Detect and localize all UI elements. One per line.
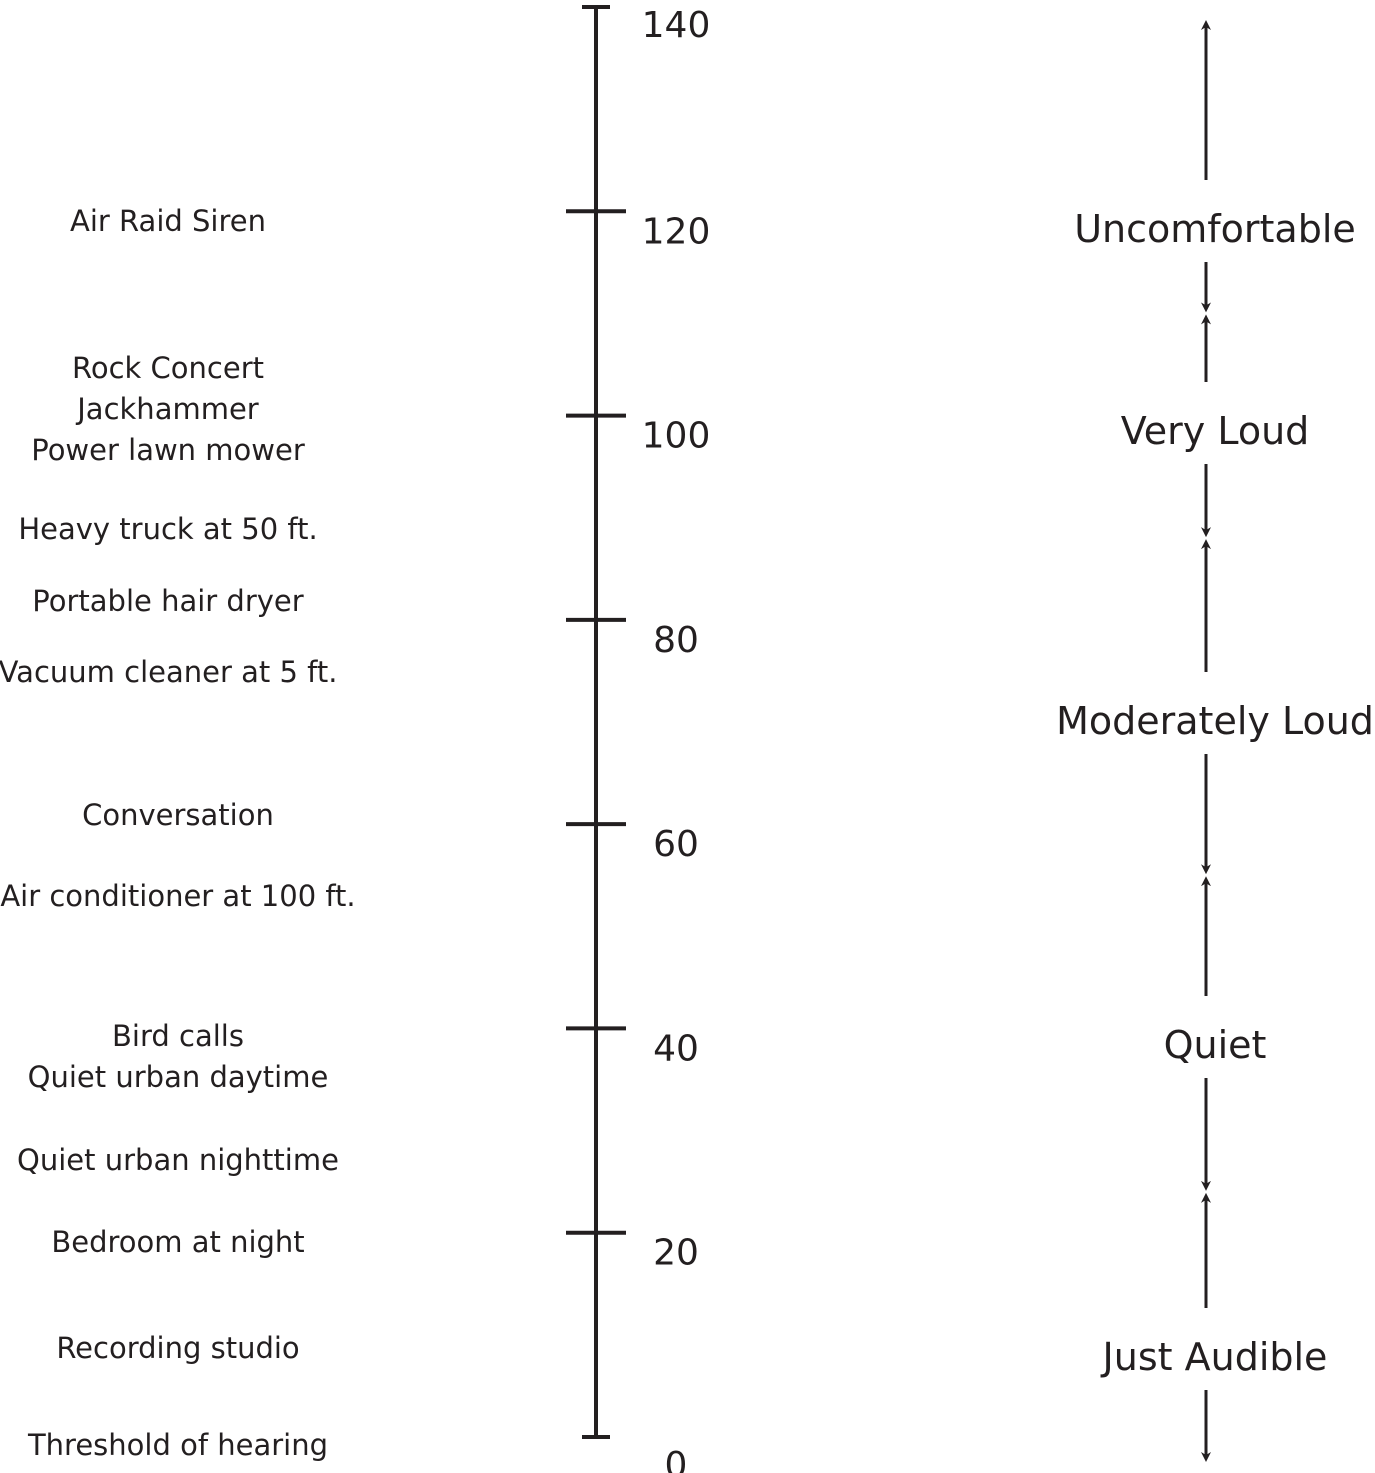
tick-label: 100	[642, 416, 711, 457]
level-label: Very Loud	[1121, 409, 1310, 453]
source-air-raid-siren: Air Raid Siren	[70, 204, 266, 238]
source-conversation: Conversation	[82, 798, 274, 832]
source-quiet-urban-nighttime: Quiet urban nighttime	[17, 1143, 339, 1177]
source-power-lawn-mower: Power lawn mower	[31, 433, 305, 467]
source-quiet-urban-daytime: Quiet urban daytime	[28, 1060, 329, 1094]
tick-label: 80	[653, 620, 699, 661]
level-label: Uncomfortable	[1074, 207, 1356, 251]
tick-label: 60	[653, 824, 699, 865]
sound-sources: Air Raid Siren Rock Concert Jackhammer P…	[0, 204, 356, 1462]
source-air-conditioner: Air conditioner at 100 ft.	[0, 879, 355, 913]
tick-label: 120	[642, 211, 711, 252]
source-rock-concert: Rock Concert	[72, 351, 264, 385]
tick-label: 40	[653, 1028, 699, 1069]
source-hair-dryer: Portable hair dryer	[32, 584, 303, 618]
source-bird-calls: Bird calls	[112, 1019, 244, 1053]
source-heavy-truck: Heavy truck at 50 ft.	[18, 512, 317, 546]
tick-label: 20	[653, 1233, 699, 1274]
source-recording-studio: Recording studio	[56, 1331, 299, 1365]
tick-label: 140	[642, 5, 711, 46]
level-label: Just Audible	[1101, 1335, 1328, 1379]
source-jackhammer: Jackhammer	[75, 392, 259, 426]
tick-label: 0	[665, 1445, 688, 1473]
decibel-axis: 140 120 100 80 60 40 20 0	[566, 5, 710, 1473]
source-threshold-of-hearing: Threshold of hearing	[27, 1428, 328, 1462]
source-bedroom-at-night: Bedroom at night	[51, 1225, 304, 1259]
level-label: Quiet	[1164, 1023, 1267, 1067]
level-label: Moderately Loud	[1056, 699, 1374, 743]
source-vacuum-cleaner: Vacuum cleaner at 5 ft.	[0, 655, 337, 689]
loudness-levels: Uncomfortable Very Loud Moderately Loud Qui…	[1056, 20, 1374, 1462]
